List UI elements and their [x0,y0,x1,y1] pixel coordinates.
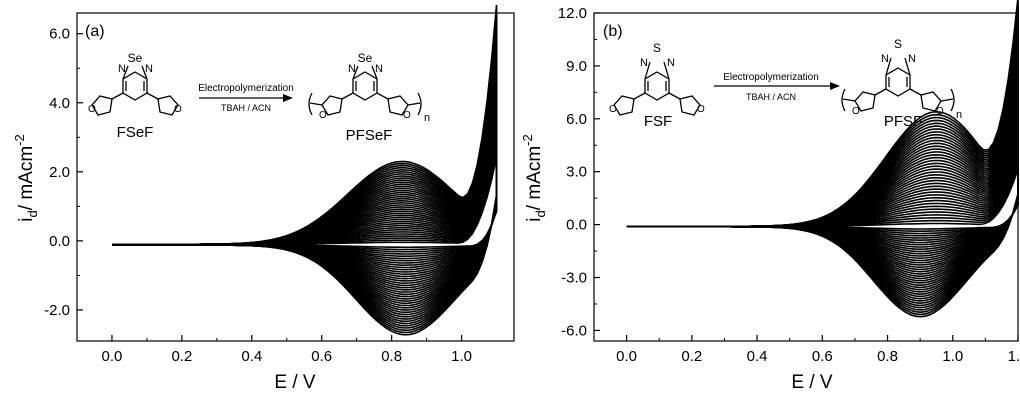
panel-b-ticks: 0.0 0.2 0.4 0.6 0.8 1.0 1.2 -6.0 -3.0 0.0 3.0 6.0 9.… [558,5,1020,365]
panel-b-o-right: O [697,104,705,115]
panel-b-label: (b) [603,23,623,40]
panel-a-ylabel-sub: d [25,210,40,217]
panel-a-polymer-name: PFSeF [346,127,393,144]
panel-b-poly-n-right: N [908,53,916,65]
panel-b-xtick-label: 0.2 [681,348,702,365]
panel-a-label: (a) [85,23,105,40]
panel-a-polymer-heteroatom: Se [358,51,373,65]
panel-a-cv-cycle [112,4,498,336]
panel-b-arrow-bottom: TBAH / ACN [746,92,796,102]
panel-b-ytick-label: 12.0 [558,5,587,22]
svg-text:id/ mAcm-2: id/ mAcm-2 [12,134,40,221]
panel-a-arrow-top: Electropolymerization [198,83,294,94]
svg-text:id/ mAcm-2: id/ mAcm-2 [520,134,548,221]
panel-a-ytick-label: 0.0 [49,233,70,250]
panel-b-polymer-heteroatom: S [894,37,902,51]
panel-b-ytick-label: 9.0 [566,58,587,75]
panel-b-scheme: S N N O O FSF Electropolymerization TBAH… [609,37,962,130]
panel-b-xlabel: E / V [791,372,833,393]
panel-b-xtick-label: 1.2 [1008,348,1020,365]
panel-a-poly-n-right: N [375,63,383,75]
panel-a-ylabel-rest: / mAcm [16,146,37,210]
panel-a-arrowhead [283,94,293,102]
panel-a-ytick-label: -2.0 [44,302,70,319]
panel-a-xtick-label: 0.6 [311,348,332,365]
panel-b-ylabel-sup: -2 [520,134,535,146]
panel-b-ylabel-sub: d [533,210,548,217]
panel-a-polymer-structure [308,65,422,116]
panel-a-scheme: Se N N O O FSeF Electropolymerization TB… [88,51,430,144]
panel-b-xtick-label: 0.4 [747,348,768,365]
panel-a-poly-o-left: O [319,110,327,121]
panel-a-ylabel-main: i [16,217,37,221]
panel-b-arrowhead [830,82,840,90]
panel-b-monomer-name: FSF [644,113,672,130]
panel-b-n-left: N [640,57,648,69]
panel-a-xtick-label: 1.0 [451,348,472,365]
panel-a-ylabel: id/ mAcm-2 [12,134,40,221]
panel-a-ylabel-sup: -2 [12,134,27,146]
panel-b-xtick-label: 0.0 [616,348,637,365]
panel-b-xtick-label: 1.0 [942,348,963,365]
panel-b-xtick-label: 0.6 [812,348,833,365]
panel-a-ytick-label: 4.0 [49,95,70,112]
panel-a-arrow-bottom: TBAH / ACN [221,103,271,113]
panel-b-ytick-label: -3.0 [561,270,587,287]
panel-a-xlabel: E / V [274,372,316,393]
panel-b-monomer-heteroatom: S [653,41,661,55]
panel-a-xtick-label: 0.8 [381,348,402,365]
panel-a-monomer-structure [91,65,179,116]
panel-b-ytick-label: -6.0 [561,322,587,339]
panel-a-xtick-label: 0.0 [102,348,123,365]
panel-a-o-right: O [174,104,182,115]
panel-a-xtick-label: 0.2 [171,348,192,365]
panel-b: 0.0 0.2 0.4 0.6 0.8 1.0 1.2 -6.0 -3.0 0.0 3.0 6.0 9.… [520,0,1020,393]
panel-a-poly-o-right: O [403,110,411,121]
panel-b-monomer-structure [613,61,701,116]
panel-b-ytick-label: 6.0 [566,111,587,128]
panel-b-o-left: O [609,104,617,115]
panel-b-poly-n-index: n [956,109,962,121]
panel-b-poly-o-left: O [852,106,860,117]
panel-a-xtick-label: 0.4 [241,348,262,365]
panel-a-frame [76,12,515,342]
panel-b-polymer-structure [841,57,955,112]
panel-a-ytick-label: 2.0 [49,164,70,181]
panel-a-ticks: 0.0 0.2 0.4 0.6 0.8 1.0 -2.0 0.0 2.0 4.0 6.0 [44,26,472,365]
panel-a-poly-n-index: n [424,112,430,124]
panel-b-xtick-label: 0.8 [877,348,898,365]
panel-a-n-right: N [145,63,153,75]
panel-b-poly-o-right: O [936,106,944,117]
panel-a-ytick-label: 6.0 [49,26,70,43]
panel-b-ytick-label: 3.0 [566,164,587,181]
panel-a-o-left: O [88,104,96,115]
panel-b-n-right: N [667,57,675,69]
panel-b-poly-n-left: N [881,53,889,65]
panel-b-arrow-top: Electropolymerization [723,72,819,83]
panel-b-ytick-label: 0.0 [566,217,587,234]
panel-a-n-left: N [118,63,126,75]
panel-b-cv-cycle [626,0,1019,318]
panel-a-monomer-name: FSeF [117,124,154,141]
panel-b-curves [626,0,1019,318]
panel-a-curves [112,4,498,336]
panel-b-ylabel-rest: / mAcm [524,146,545,210]
panel-a-monomer-heteroatom: Se [128,51,143,65]
panel-b-ylabel: id/ mAcm-2 [520,134,548,221]
panel-b-ylabel-main: i [524,217,545,221]
panel-a-poly-n-left: N [348,63,356,75]
panel-b-polymer-name: PFSF [884,113,922,130]
panel-a: 0.0 0.2 0.4 0.6 0.8 1.0 -2.0 0.0 2.0 4.0 6.0 (a) E… [12,4,515,393]
